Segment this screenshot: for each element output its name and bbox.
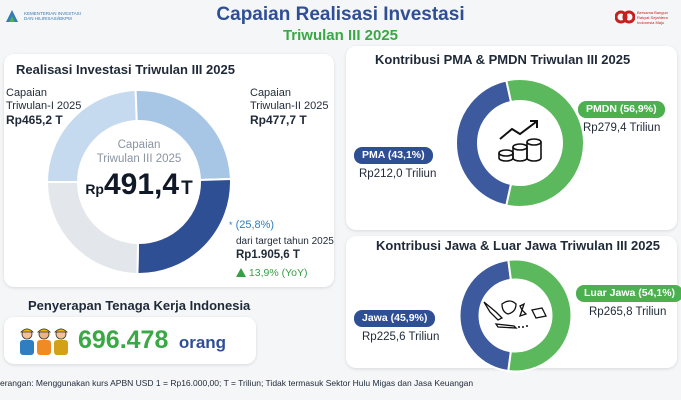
campaign-logo-line-1: Bersama Bangun <box>637 10 668 15</box>
campaign-logo: Bersama Bangun Rakyat Sejahtera Indonesi… <box>615 6 679 30</box>
tenaga-kerja-value: 696.478 orang <box>78 326 226 355</box>
ministry-logo-line-2: DAN HILIRISASI/BKPM <box>24 16 72 21</box>
target-percent-text: (25,8%) <box>235 219 275 231</box>
luar-jawa-value: Rp265,8 Triliun <box>589 306 667 318</box>
donut-jawa-center <box>480 280 551 351</box>
pmdn-value: Rp279,4 Triliun <box>583 122 661 134</box>
tw2-label-line-1: Capaian <box>250 87 291 99</box>
jawa-title: Kontribusi Jawa & Luar Jawa Triwulan III… <box>376 238 660 253</box>
pmdn-pill: PMDN (56,9%) <box>578 101 665 118</box>
tw1-label-line-2: Triwulan-I 2025 <box>6 100 82 112</box>
center-value-unit: T <box>181 178 193 199</box>
tenaga-kerja-number: 696.478 <box>78 326 169 354</box>
center-value-number: 491,4 <box>103 168 180 201</box>
center-label-line-2: Triwulan III 2025 <box>96 153 182 165</box>
indonesia-map-icon <box>483 300 547 329</box>
page-subtitle: Triwulan III 2025 <box>282 27 399 44</box>
target-value: Rp1.905,6 T <box>236 249 300 261</box>
campaign-logo-line-2: Rakyat Sejahtera <box>637 15 668 20</box>
eighty-logo-icon <box>615 10 635 24</box>
ministry-logo: KEMENTERIAN INVESTASI DAN HILIRISASI/BKP… <box>4 6 96 30</box>
page-title: Capaian Realisasi Investasi <box>216 4 465 25</box>
tw1-label-line-1: Capaian <box>6 87 47 99</box>
tenaga-kerja-unit: orang <box>178 333 227 352</box>
donut-pma-center <box>479 102 561 184</box>
tw1-value: Rp465,2 T <box>6 113 63 127</box>
pma-pmdn-title: Kontribusi PMA & PMDN Triwulan III 2025 <box>375 52 631 67</box>
donut-slice-triwulan-2 <box>134 89 232 182</box>
donut-slice-pmdn <box>505 78 585 208</box>
jawa-value: Rp225,6 Triliun <box>362 331 440 343</box>
jawa-pill: Jawa (45,9%) <box>354 310 436 327</box>
pma-pill: PMA (43,1%) <box>354 147 433 164</box>
center-value-currency: Rp <box>85 181 104 197</box>
donut-slice-remaining <box>45 181 139 276</box>
tw2-label-line-2: Triwulan-II 2025 <box>250 100 329 112</box>
luar-jawa-pill: Luar Jawa (54,1%) <box>576 285 681 302</box>
donut-slice-luar-jawa <box>507 258 573 373</box>
coins-growth-icon <box>498 120 542 162</box>
realisasi-donut-chart <box>45 89 232 276</box>
yoy-text: 13,9% (YoY) <box>248 267 308 279</box>
target-label: dari target tahun 2025 <box>236 236 334 247</box>
footnote: erangan: Menggunakan kurs APBN USD 1 = R… <box>0 378 474 388</box>
center-value: Rp491,4 T <box>74 168 204 202</box>
campaign-logo-line-3: Indonesia Maju <box>637 20 665 25</box>
pma-pmdn-donut-chart <box>455 78 585 208</box>
pma-value: Rp212,0 Triliun <box>359 168 437 180</box>
yoy-growth: 13,9% (YoY) <box>236 267 308 280</box>
ministry-logo-line-1: KEMENTERIAN INVESTASI <box>24 11 81 16</box>
center-label-line-1: Capaian <box>117 139 161 151</box>
donut-slice-pma <box>455 79 513 207</box>
jawa-donut-chart <box>458 258 573 373</box>
realisasi-title: Realisasi Investasi Triwulan III 2025 <box>16 62 235 77</box>
tw2-value: Rp477,7 T <box>250 113 307 127</box>
donut-slice-jawa <box>458 258 513 373</box>
workers-icon <box>20 328 68 355</box>
ministry-logo-icon <box>6 10 18 22</box>
up-triangle-icon <box>236 268 246 277</box>
target-percent: * (25,8%) <box>229 219 274 232</box>
tenaga-kerja-title: Penyerapan Tenaga Kerja Indonesia <box>28 298 251 313</box>
target-asterisk: * <box>229 220 233 230</box>
